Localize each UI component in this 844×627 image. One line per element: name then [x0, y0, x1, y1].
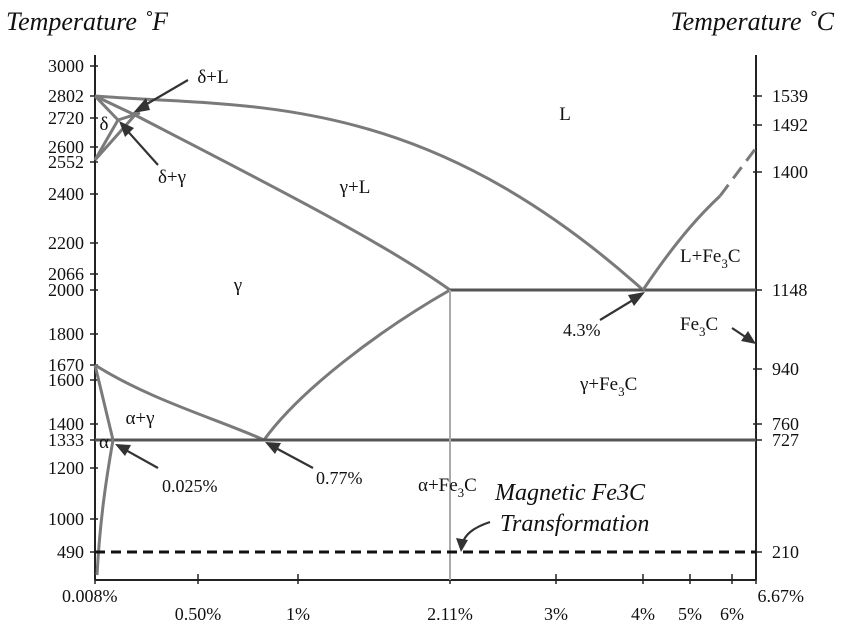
cementite-label: Fe3C	[680, 314, 718, 339]
left-tick-label-2200: 2200	[48, 233, 84, 253]
right-tick-label-940: 940	[772, 359, 799, 379]
bottom-tick-label-5%: 5%	[678, 604, 702, 624]
alpha-solubility-label: 0.025%	[162, 476, 218, 496]
delta-solidus-line	[94, 94, 136, 117]
arrow-delta-liquid	[133, 79, 189, 113]
delta-boundary-bottom	[93, 119, 120, 161]
bottom-ticks: 0.008% 0.50% 1% 2.11% 3% 4% 5% 6% 6.67%	[62, 574, 804, 624]
left-axis-title: Temperature ˚F	[6, 7, 169, 36]
bottom-tick-label-1%: 1%	[286, 604, 310, 624]
right-tick-label-210: 210	[772, 542, 799, 562]
gamma-upper-boundary	[93, 114, 137, 161]
gamma-cementite-label: γ+Fe3C	[579, 374, 637, 399]
left-tick-label-2552: 2552	[48, 152, 84, 172]
delta-region-label: δ	[100, 114, 109, 135]
left-tick-label-1200: 1200	[48, 458, 84, 478]
left-tick-label-1000: 1000	[48, 509, 84, 529]
left-tick-label-2400: 2400	[48, 184, 84, 204]
eutectoid-composition-label: 0.77%	[316, 468, 363, 488]
bottom-tick-label-0.50%: 0.50%	[175, 604, 222, 624]
a3-line	[94, 363, 265, 442]
arrow-eutectoid	[265, 442, 314, 469]
left-tick-label-1800: 1800	[48, 324, 84, 344]
gamma-region-label: γ	[233, 275, 242, 296]
left-tick-label-1600: 1600	[48, 370, 84, 390]
left-tick-label-2802: 2802	[48, 86, 84, 106]
left-tick-label-2066: 2066	[48, 264, 84, 284]
left-tick-label-3000: 3000	[48, 56, 84, 76]
bottom-tick-label-2.11%: 2.11%	[427, 604, 473, 624]
delta-boundary-top	[93, 94, 120, 122]
magnetic-note-line1: Magnetic Fe3C	[494, 480, 646, 506]
arrow-delta-gamma	[119, 121, 159, 166]
left-tick-label-2720: 2720	[48, 108, 84, 128]
bottom-tick-label-4%: 4%	[631, 604, 655, 624]
delta-gamma-label: δ+γ	[158, 167, 186, 188]
left-tick-label-2600: 2600	[48, 137, 84, 157]
right-tick-label-760: 760	[772, 414, 799, 434]
cementite-liquidus-line	[641, 194, 722, 291]
alpha-region-label: α	[99, 432, 109, 453]
eutectic-composition-label: 4.3%	[563, 320, 601, 340]
gamma-liquid-label: γ+L	[339, 177, 371, 198]
bottom-tick-label-6.67%: 6.67%	[758, 586, 805, 606]
arrow-alpha-solubility	[115, 444, 159, 469]
solidus-line	[134, 113, 451, 292]
right-tick-label-727: 727	[772, 430, 799, 450]
arrow-cementite	[731, 327, 756, 344]
bottom-tick-label-6%: 6%	[720, 604, 744, 624]
alpha-gamma-boundary	[93, 364, 115, 441]
left-tick-label-2000: 2000	[48, 280, 84, 300]
delta-liquid-label: δ+L	[197, 67, 228, 88]
alpha-solvus-line	[95, 439, 115, 576]
right-tick-label-1492: 1492	[772, 115, 808, 135]
left-tick-label-1333: 1333	[48, 430, 84, 450]
cementite-liquidus-dashed	[718, 147, 758, 197]
bottom-tick-label-3%: 3%	[544, 604, 568, 624]
magnetic-note-line2: Transformation	[500, 511, 649, 537]
arrow-magnetic	[456, 520, 491, 552]
left-tick-label-490: 490	[57, 542, 84, 562]
acm-line	[262, 288, 451, 441]
liquidus-line	[94, 94, 645, 292]
bottom-tick-label-0.008%: 0.008%	[62, 586, 118, 606]
alpha-cementite-label: α+Fe3C	[418, 475, 477, 500]
arrow-eutectic	[599, 292, 645, 321]
right-tick-label-1148: 1148	[772, 280, 807, 300]
alpha-gamma-label: α+γ	[125, 408, 154, 429]
left-tick-label-1400: 1400	[48, 414, 84, 434]
right-tick-label-1400: 1400	[772, 162, 808, 182]
left-tick-label-1670: 1670	[48, 355, 84, 375]
right-axis-title: Temperature ˚C	[671, 7, 835, 36]
right-tick-label-1539: 1539	[772, 86, 808, 106]
liquid-region-label: L	[559, 104, 571, 125]
liquid-cementite-label: L+Fe3C	[680, 246, 741, 271]
